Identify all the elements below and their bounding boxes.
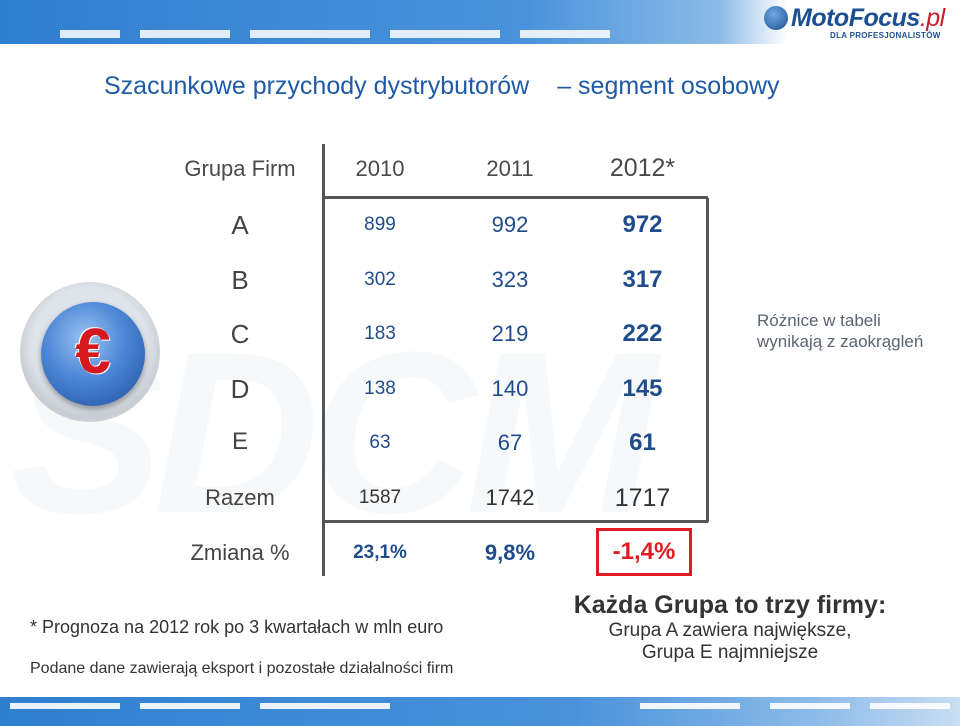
table-row-group: A xyxy=(231,210,249,240)
header-stripe xyxy=(250,30,370,38)
table-divider-horizontal xyxy=(322,196,708,199)
table-cell-2011: 992 xyxy=(491,212,529,237)
header-stripe xyxy=(140,30,230,38)
table-divider-vertical xyxy=(322,144,325,576)
motofocus-logo[interactable]: MotoFocus.pl DLA PROFESJONALISTÓW xyxy=(764,4,954,40)
table-cell-2010: 899 xyxy=(364,214,396,235)
footer-stripe xyxy=(640,703,740,709)
table-row-group: C xyxy=(230,319,250,349)
table-cell-2012: 317 xyxy=(622,266,663,293)
footer-stripe xyxy=(770,703,850,709)
table-cell-2011: 323 xyxy=(491,267,529,292)
table-row-group: B xyxy=(231,265,249,295)
footer-stripe xyxy=(870,703,950,709)
table-cell-2010: 183 xyxy=(364,323,396,344)
change-2012: -1,4% xyxy=(612,538,676,565)
scope-footnote: Podane dane zawierają eksport i pozostał… xyxy=(30,660,454,677)
euro-icon: € xyxy=(41,302,145,406)
table-cell-2012: 222 xyxy=(622,320,663,347)
groups-note-title: Każda Grupa to trzy firmy: xyxy=(573,591,887,619)
table-cell-2010: 302 xyxy=(364,269,396,290)
table-divider-vertical xyxy=(706,198,709,522)
table-row-group: E xyxy=(231,428,248,455)
table-cell-2012: 145 xyxy=(622,375,663,402)
change-2010: 23,1% xyxy=(353,542,407,563)
title-main: Szacunkowe przychody dystrybutorów xyxy=(104,72,530,100)
header-group: Grupa Firm xyxy=(184,156,296,181)
header-band xyxy=(0,0,960,44)
table-divider-horizontal xyxy=(322,520,708,523)
table-cell-2012: 61 xyxy=(629,429,656,456)
total-label: Razem xyxy=(205,485,275,510)
footer-band xyxy=(0,697,960,726)
rounding-note-line: wynikają z zaokrągleń xyxy=(757,332,924,351)
header-2011: 2011 xyxy=(486,156,534,181)
change-label: Zmiana % xyxy=(190,540,290,565)
groups-note-line: Grupa E najmniejsze xyxy=(641,642,819,663)
change-2011: 9,8% xyxy=(484,540,536,565)
table-row-group: D xyxy=(230,374,250,404)
table-cell-2010: 63 xyxy=(369,432,391,453)
logo-badge-icon xyxy=(764,6,788,30)
groups-note: Każda Grupa to trzy firmy: Grupa A zawie… xyxy=(560,591,900,664)
rounding-note: Różnice w tabeli wynikają z zaokrągleń xyxy=(757,310,923,352)
header-stripe xyxy=(60,30,120,38)
title-segment: – segment osobowy xyxy=(557,72,780,100)
table-cell-2010: 138 xyxy=(364,378,396,399)
rounding-note-line: Różnice w tabeli xyxy=(757,311,881,330)
table-cell-2011: 67 xyxy=(497,430,523,455)
total-2010: 1587 xyxy=(358,487,402,508)
header-stripe xyxy=(520,30,610,38)
footer-stripe xyxy=(10,703,120,709)
change-highlight-box xyxy=(596,528,692,576)
logo-text: MotoFocus.pl xyxy=(791,4,945,32)
logo-tagline: DLA PROFESJONALISTÓW xyxy=(830,31,941,40)
header-2012: 2012* xyxy=(609,154,676,182)
forecast-footnote: * Prognoza na 2012 rok po 3 kwartałach w… xyxy=(30,617,444,637)
header-2010: 2010 xyxy=(355,156,405,181)
header-stripe xyxy=(390,30,500,38)
footer-stripe xyxy=(260,703,390,709)
table-cell-2012: 972 xyxy=(622,211,663,238)
table-cell-2011: 219 xyxy=(491,321,529,346)
slide-title: Szacunkowe przychody dystrybutorów – segm… xyxy=(104,72,780,101)
groups-note-line: Grupa A zawiera największe, xyxy=(608,620,852,641)
total-2011: 1742 xyxy=(485,485,535,510)
table-cell-2011: 140 xyxy=(491,376,529,401)
total-2012: 1717 xyxy=(614,484,671,512)
footer-stripe xyxy=(140,703,240,709)
